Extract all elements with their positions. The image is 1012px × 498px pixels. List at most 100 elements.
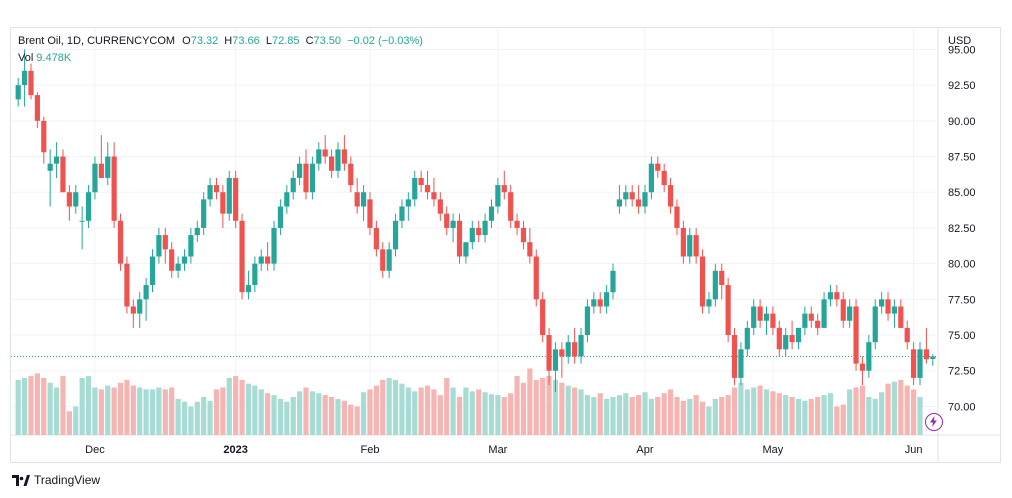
volume-bar xyxy=(629,397,635,435)
volume-bar xyxy=(667,389,674,435)
candle-body xyxy=(367,199,373,228)
candle-body xyxy=(604,292,610,307)
volume-bar xyxy=(309,391,316,435)
volume-bar xyxy=(175,398,181,435)
volume-bar xyxy=(776,393,782,435)
candle-body xyxy=(53,156,60,164)
y-tick-label: 75.00 xyxy=(948,330,976,342)
candle-body xyxy=(840,299,846,321)
low-label: L xyxy=(265,35,272,47)
candle-body xyxy=(501,185,507,193)
candle-body xyxy=(776,327,782,350)
volume-bar xyxy=(360,392,367,435)
volume-bar xyxy=(763,389,770,435)
candle-body xyxy=(213,185,220,193)
candle-body xyxy=(802,313,808,328)
candle-body xyxy=(290,177,296,193)
candle-body xyxy=(488,206,495,221)
candle-body xyxy=(629,192,635,200)
candle-body xyxy=(667,185,674,207)
candle-body xyxy=(623,192,629,200)
candle-body xyxy=(610,270,616,293)
candle-body xyxy=(527,242,533,257)
volume-bar xyxy=(872,398,878,435)
volume-bar xyxy=(911,389,917,435)
volume-bar xyxy=(194,401,200,435)
candle-body xyxy=(917,349,923,378)
candle-body xyxy=(815,320,821,328)
candle-body xyxy=(162,235,168,250)
x-tick-label: Apr xyxy=(636,444,653,456)
volume-bar xyxy=(859,385,866,435)
candle-body xyxy=(424,185,431,193)
volume-bar xyxy=(597,393,603,435)
candle-body xyxy=(60,156,66,193)
volume-bar xyxy=(303,387,309,435)
candle-body xyxy=(463,242,469,257)
candle-body xyxy=(930,356,936,360)
volume-bar xyxy=(866,397,872,435)
candle-body xyxy=(853,306,859,364)
candle-body xyxy=(616,199,623,207)
candle-body xyxy=(834,292,840,300)
volume-bar xyxy=(578,389,584,435)
candle-body xyxy=(392,220,399,250)
candle-body xyxy=(712,270,718,300)
volume-bar xyxy=(661,393,667,435)
candle-body xyxy=(341,149,347,164)
candle-body xyxy=(591,299,597,307)
volume-bar xyxy=(565,385,571,435)
volume-bar xyxy=(405,387,411,435)
candle-body xyxy=(431,192,437,200)
tradingview-brand[interactable]: TradingView xyxy=(12,473,100,487)
volume-bar xyxy=(840,404,846,435)
high-value: 73.66 xyxy=(232,35,260,47)
volume-bar xyxy=(79,378,85,435)
candle-body xyxy=(328,156,335,171)
volume-bar xyxy=(335,398,341,435)
symbol-label: Brent Oil, 1D, CURRENCYCOM xyxy=(18,35,176,47)
lightning-alert-icon[interactable] xyxy=(925,413,943,431)
volume-bar xyxy=(520,382,527,435)
candle-body xyxy=(866,342,872,371)
candle-body xyxy=(399,206,405,221)
volume-bar xyxy=(124,379,130,435)
candle-body xyxy=(271,227,277,264)
change-value: −0.02 (−0.03%) xyxy=(347,35,423,47)
candle-body xyxy=(316,149,322,164)
candle-body xyxy=(687,235,693,257)
candle-body xyxy=(297,163,303,178)
candle-body xyxy=(21,70,28,86)
volume-bar xyxy=(354,406,360,435)
volume-bar xyxy=(21,378,28,435)
candle-body xyxy=(181,256,188,264)
volume-bar xyxy=(53,387,60,435)
candle-body xyxy=(751,306,757,328)
x-tick-label: Mar xyxy=(488,444,507,456)
candle-body xyxy=(859,363,866,371)
volume-bar xyxy=(105,385,111,435)
volume-bar xyxy=(501,397,507,435)
x-tick-label: May xyxy=(763,444,784,456)
volume-bar xyxy=(188,406,194,435)
volume-bar xyxy=(98,389,104,435)
volume-bar xyxy=(488,394,495,435)
chart-frame xyxy=(10,27,1001,463)
tradingview-logo-icon xyxy=(12,474,30,486)
volume-bar xyxy=(220,387,226,435)
volume-bar xyxy=(680,400,686,435)
volume-bar xyxy=(367,389,373,435)
volume-bar xyxy=(904,385,910,435)
volume-bar xyxy=(591,397,597,435)
candle-body xyxy=(674,206,680,228)
candle-body xyxy=(911,349,917,378)
volume-bar xyxy=(207,400,213,435)
candle-body xyxy=(412,177,418,200)
volume-bar xyxy=(265,393,271,435)
candle-body xyxy=(373,227,379,250)
volume-bar xyxy=(533,379,539,435)
ohlc-legend: Brent Oil, 1D, CURRENCYCOM O73.32 H73.66… xyxy=(18,35,423,47)
candle-body xyxy=(770,313,776,328)
volume-bar xyxy=(514,376,520,435)
